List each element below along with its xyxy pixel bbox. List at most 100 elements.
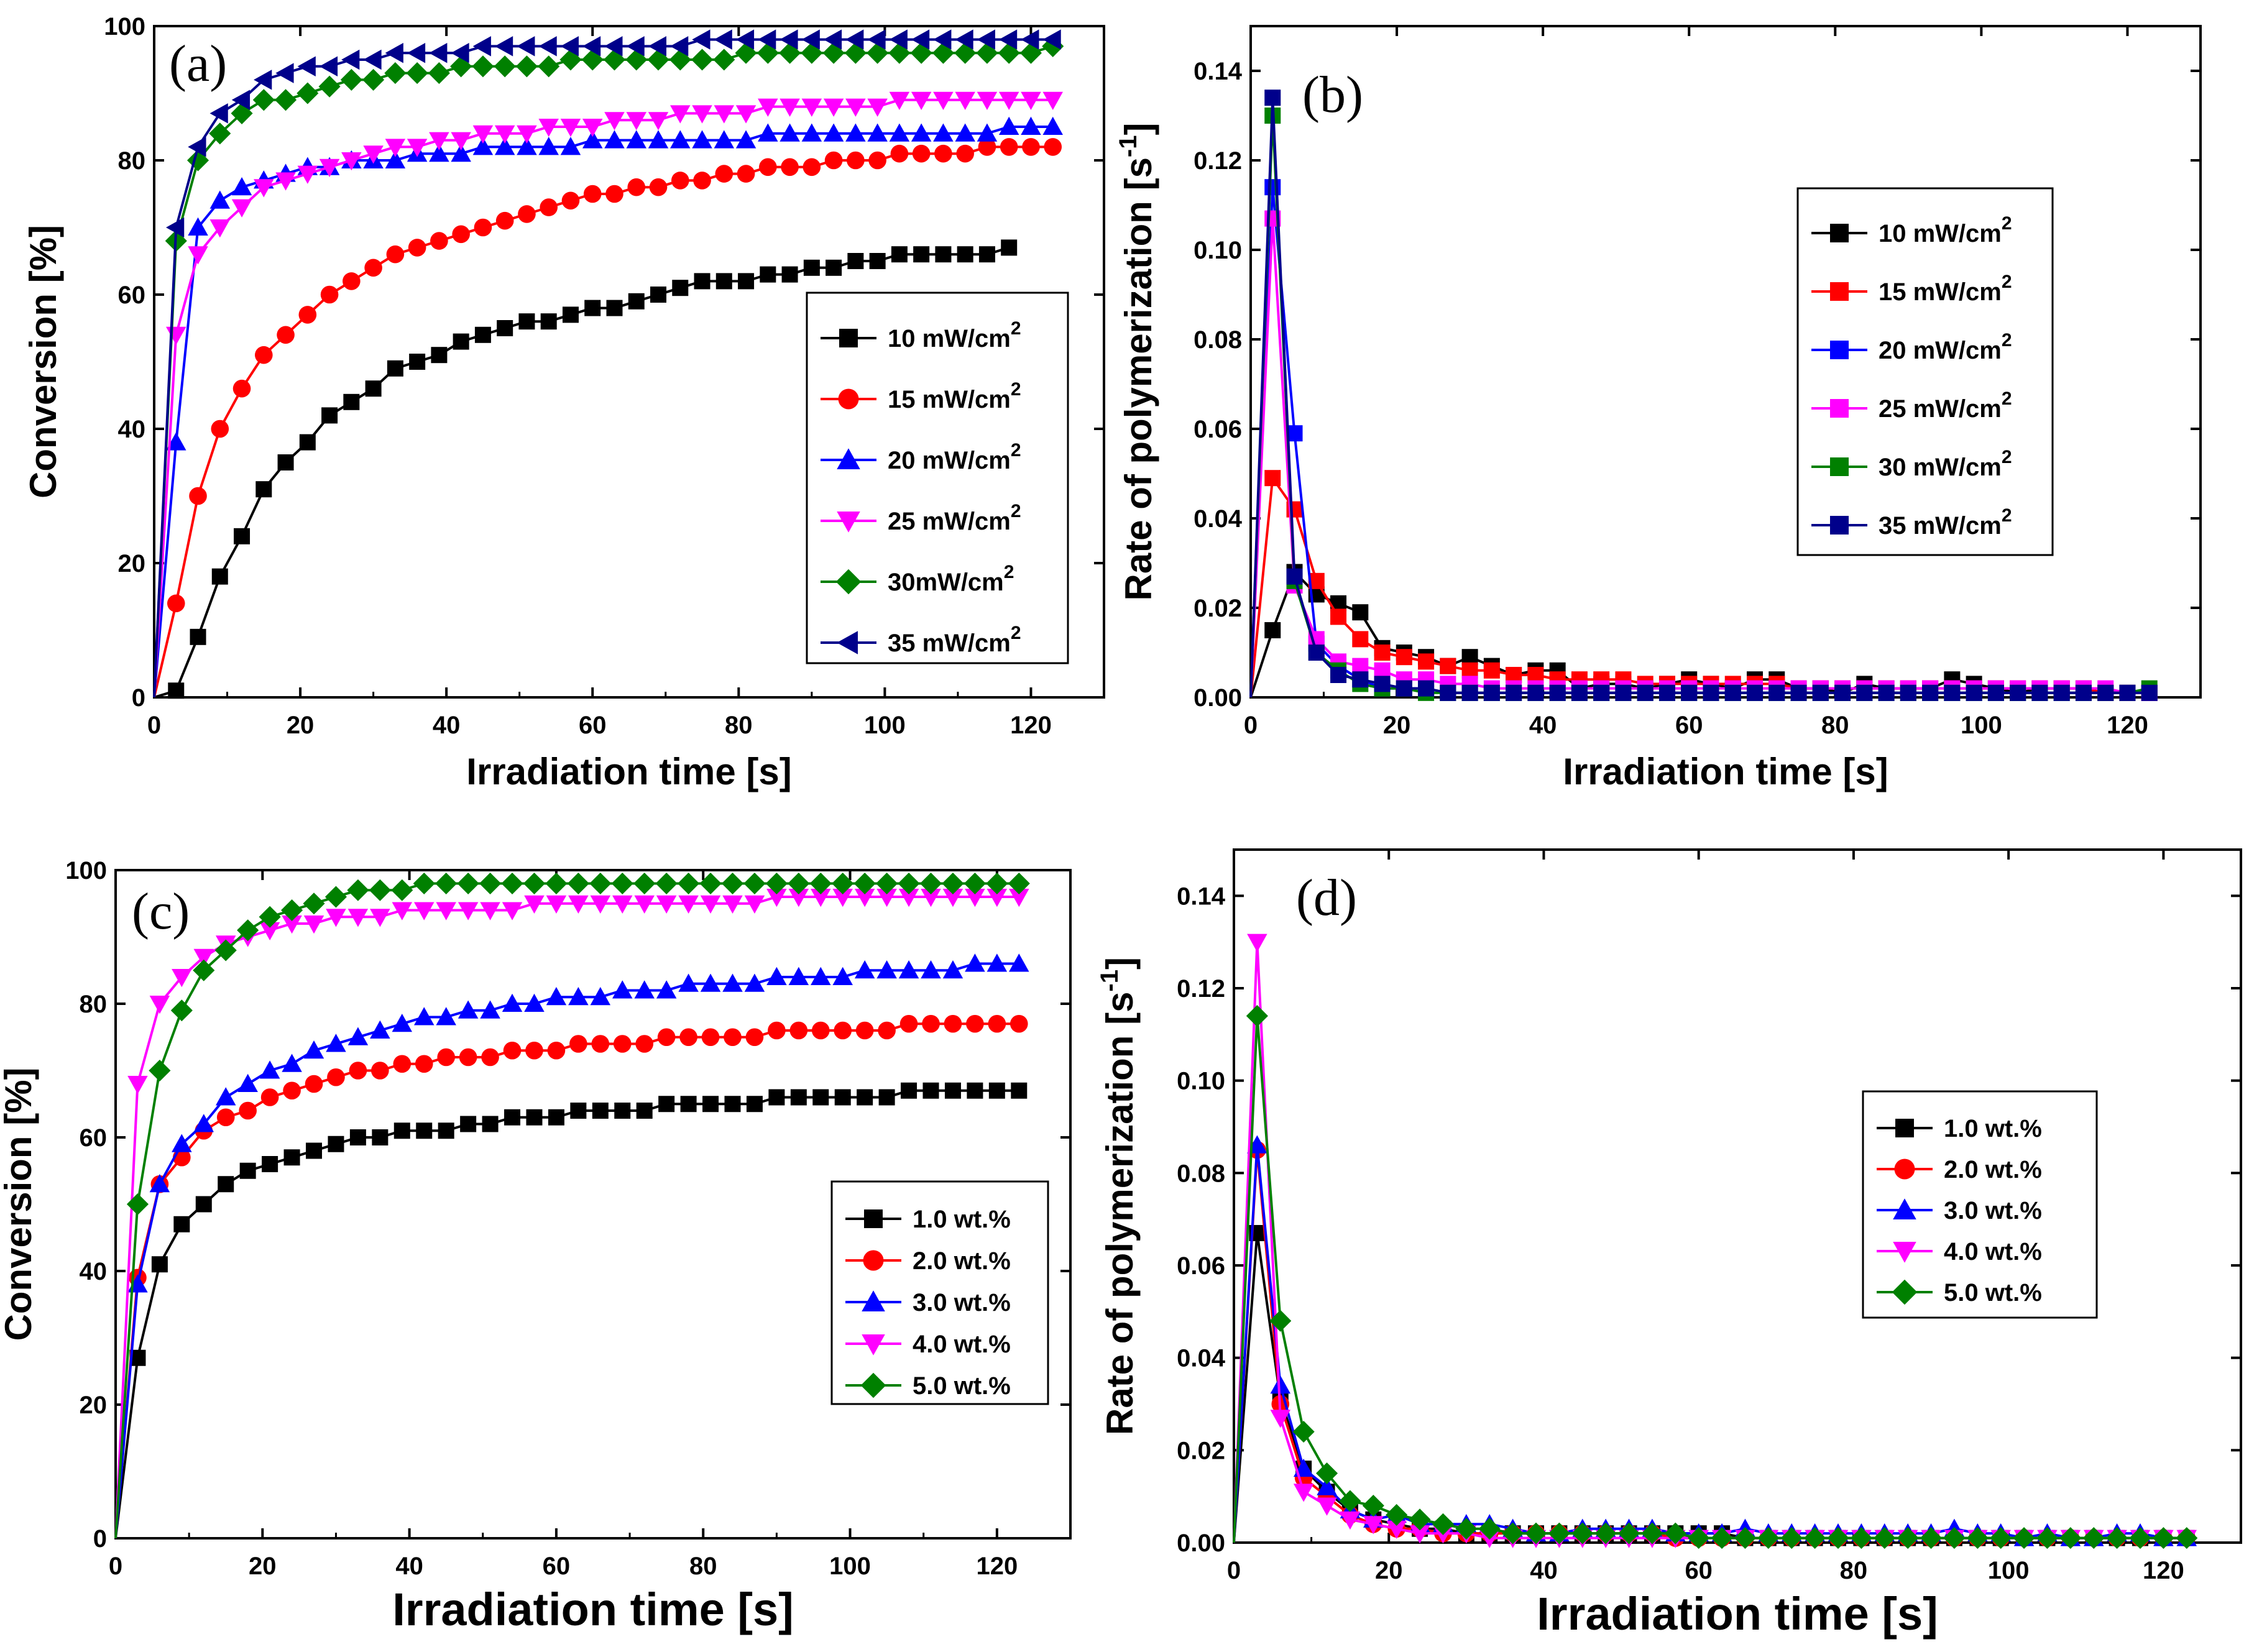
data-point: [548, 1109, 564, 1126]
data-point: [494, 36, 513, 57]
data-point: [538, 119, 559, 137]
data-point: [878, 1021, 896, 1040]
y-tick-label: 0.00: [1193, 684, 1242, 712]
data-point: [721, 872, 744, 895]
data-point: [1264, 470, 1281, 487]
legend-item: 25 mW/cm2: [1811, 388, 2012, 423]
y-tick-label: 0.02: [1193, 595, 1242, 622]
x-tick-label: 120: [2143, 1557, 2184, 1584]
data-point: [523, 872, 546, 895]
data-point: [297, 165, 318, 184]
data-point: [1409, 1508, 1431, 1531]
data-point: [634, 980, 655, 999]
data-point: [589, 872, 612, 895]
y-tick-label: 0.10: [1193, 237, 1242, 264]
data-point: [495, 211, 514, 230]
data-point: [297, 82, 319, 104]
y-axis-label-tail: ]: [1099, 957, 1141, 970]
data-point: [611, 872, 633, 895]
data-point: [634, 895, 655, 914]
data-point: [408, 239, 426, 257]
data-point: [1804, 1527, 1826, 1549]
legend-marker: [837, 512, 860, 533]
data-point: [560, 36, 579, 57]
legend-label: 3.0 wt.%: [913, 1289, 1011, 1316]
data-point: [343, 393, 360, 410]
data-point: [254, 70, 272, 90]
x-tick-label: 60: [1675, 712, 1703, 739]
legend-label: 10 mW/cm2: [888, 318, 1021, 352]
data-point: [957, 246, 973, 263]
plot-frame: [114, 869, 1072, 1540]
data-point: [480, 902, 500, 920]
x-tick-label: 0: [1227, 1557, 1241, 1584]
data-point: [889, 91, 910, 111]
x-tick-label: 40: [1530, 1557, 1558, 1584]
x-tick-label: 60: [1685, 1557, 1713, 1584]
data-point: [1292, 1421, 1315, 1443]
data-point: [494, 55, 516, 78]
data-point: [318, 75, 341, 98]
data-point: [1418, 680, 1435, 697]
data-point: [635, 1035, 654, 1053]
data-point: [209, 219, 231, 238]
legend-marker: [864, 1209, 883, 1228]
legend-item: 3.0 wt.%: [845, 1289, 1011, 1316]
y-axis-label: Rate of polymerization [s-1]: [1096, 957, 1141, 1435]
data-point: [1990, 1527, 2012, 1549]
data-point: [259, 922, 280, 940]
data-point: [370, 1020, 390, 1039]
data-point: [567, 872, 589, 895]
data-point: [172, 1134, 192, 1152]
data-point: [766, 889, 787, 907]
data-point: [781, 266, 798, 283]
data-point: [1374, 645, 1391, 661]
data-point: [231, 199, 252, 218]
x-tick-label: 0: [147, 712, 161, 739]
data-point: [781, 158, 799, 177]
data-point: [282, 1053, 302, 1072]
data-point: [409, 354, 426, 370]
data-point: [649, 178, 668, 196]
data-point: [868, 151, 886, 170]
data-point: [497, 320, 513, 336]
data-point: [1478, 1518, 1501, 1540]
data-point: [606, 300, 623, 316]
data-point: [605, 185, 623, 203]
data-point: [636, 1103, 653, 1119]
data-point: [2141, 684, 2158, 701]
data-point: [657, 1028, 676, 1047]
data-point: [262, 1156, 278, 1172]
legend-label-text: 20 mW/cm: [1879, 337, 2002, 364]
legend-marker: [1893, 1198, 1916, 1219]
legend-marker: [863, 1250, 884, 1271]
data-point: [458, 1000, 479, 1019]
data-point: [746, 1096, 763, 1113]
data-point: [524, 993, 545, 1012]
x-tick-label: 40: [1529, 712, 1557, 739]
data-point: [811, 1021, 830, 1040]
data-point: [1246, 1005, 1268, 1027]
data-point: [211, 420, 229, 438]
legend-label: 5.0 wt.%: [1944, 1279, 2042, 1306]
data-point: [547, 1041, 566, 1060]
data-point: [626, 130, 647, 149]
data-point: [1757, 1527, 1780, 1549]
y-axis-label-main: Conversion [%]: [0, 1067, 39, 1341]
y-tick-label: 100: [65, 857, 107, 884]
data-point: [1734, 1527, 1757, 1549]
data-point: [343, 272, 361, 290]
data-point: [303, 915, 324, 934]
legend-item: 4.0 wt.%: [845, 1331, 1011, 1358]
data-point: [758, 98, 778, 117]
legend-item: 1.0 wt.%: [845, 1206, 1011, 1233]
data-point: [899, 1014, 918, 1033]
x-tick-label: 100: [1961, 712, 2002, 739]
data-point: [1270, 1410, 1291, 1428]
data-point: [1966, 684, 1982, 701]
data-point: [714, 29, 732, 50]
legend-label-text: 10 mW/cm: [888, 325, 1011, 352]
y-tick-label: 0: [132, 684, 145, 712]
data-point: [472, 125, 494, 144]
data-point: [1987, 684, 2004, 701]
